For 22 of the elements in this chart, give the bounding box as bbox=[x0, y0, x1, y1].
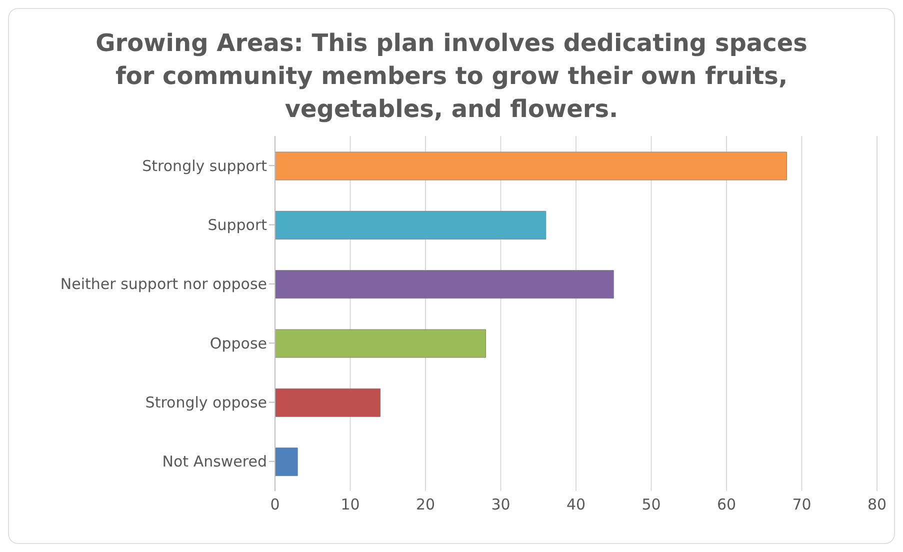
x-tick-label: 20 bbox=[416, 496, 436, 514]
bar bbox=[275, 152, 787, 180]
y-tick-label: Strongly oppose bbox=[145, 394, 267, 412]
y-tick-label: Neither support nor oppose bbox=[60, 275, 267, 294]
x-tick-label: 60 bbox=[716, 496, 736, 514]
y-tick-label: Oppose bbox=[210, 334, 267, 352]
y-tick-label: Support bbox=[208, 216, 268, 234]
bar bbox=[275, 270, 614, 299]
chart-title: Growing Areas: This plan involves dedicating spaces for community members to grow their own fruits, vegetables, and flowers. bbox=[94, 28, 808, 125]
x-tick-label: 40 bbox=[566, 496, 586, 514]
bar bbox=[275, 388, 381, 417]
bar bbox=[275, 329, 486, 358]
x-tick-label: 70 bbox=[792, 496, 812, 514]
x-tick-label: 80 bbox=[867, 496, 887, 514]
x-tick-label: 10 bbox=[340, 496, 360, 514]
x-tick-label: 50 bbox=[642, 496, 661, 514]
x-tick-label: 0 bbox=[270, 496, 280, 514]
y-tick-label: Strongly support bbox=[142, 156, 268, 175]
bar bbox=[275, 448, 298, 476]
y-tick-label: Not Answered bbox=[162, 452, 267, 471]
bar bbox=[275, 210, 546, 240]
x-tick-label: 30 bbox=[491, 496, 510, 514]
